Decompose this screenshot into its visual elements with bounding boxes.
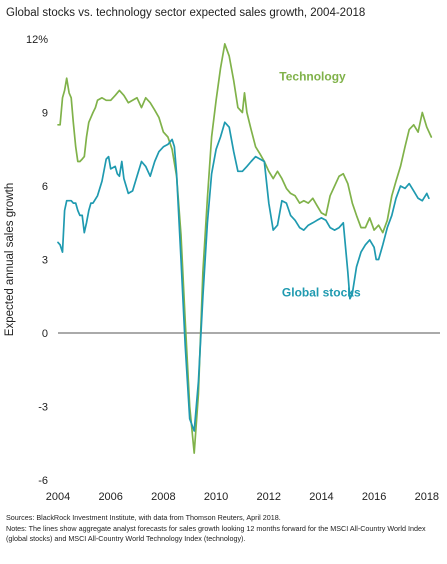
series-layer xyxy=(57,43,433,454)
sources-note: Sources: BlackRock Investment Institute,… xyxy=(6,513,281,522)
x-tick-label: 2014 xyxy=(309,491,333,503)
y-tick-label: -6 xyxy=(38,475,48,487)
x-tick-label: 2016 xyxy=(362,491,386,503)
methodology-note: Notes: The lines show aggregate analyst … xyxy=(6,523,426,544)
y-axis-label: Expected annual sales growth xyxy=(4,183,16,336)
x-tick-label: 2018 xyxy=(415,491,439,503)
y-tick-label: 0 xyxy=(42,328,48,340)
series-line-technology xyxy=(57,43,433,454)
y-tick-label: 3 xyxy=(42,255,48,267)
x-tick-label: 2010 xyxy=(204,491,228,503)
y-tick-label: 9 xyxy=(42,108,48,120)
y-tick-label: -3 xyxy=(38,402,48,414)
x-tick-label: 2008 xyxy=(151,491,175,503)
x-tick-label: 2006 xyxy=(98,491,122,503)
y-tick-label: 12% xyxy=(26,34,48,46)
series-annotation: Technology xyxy=(279,70,346,84)
series-annotation: Global stocks xyxy=(282,285,361,299)
footnotes: Sources: BlackRock Investment Institute,… xyxy=(6,513,443,545)
x-tick-label: 2012 xyxy=(257,491,281,503)
x-tick-label: 2004 xyxy=(46,491,70,503)
chart-title: Global stocks vs. technology sector expe… xyxy=(6,7,366,19)
y-tick-label: 6 xyxy=(42,181,48,193)
labels-layer: -6 -3 0 3 6 9 12% 2004 2006 2008 2010 2012 2014 2016 2… xyxy=(4,34,439,503)
series-line-global-stocks xyxy=(57,121,430,432)
